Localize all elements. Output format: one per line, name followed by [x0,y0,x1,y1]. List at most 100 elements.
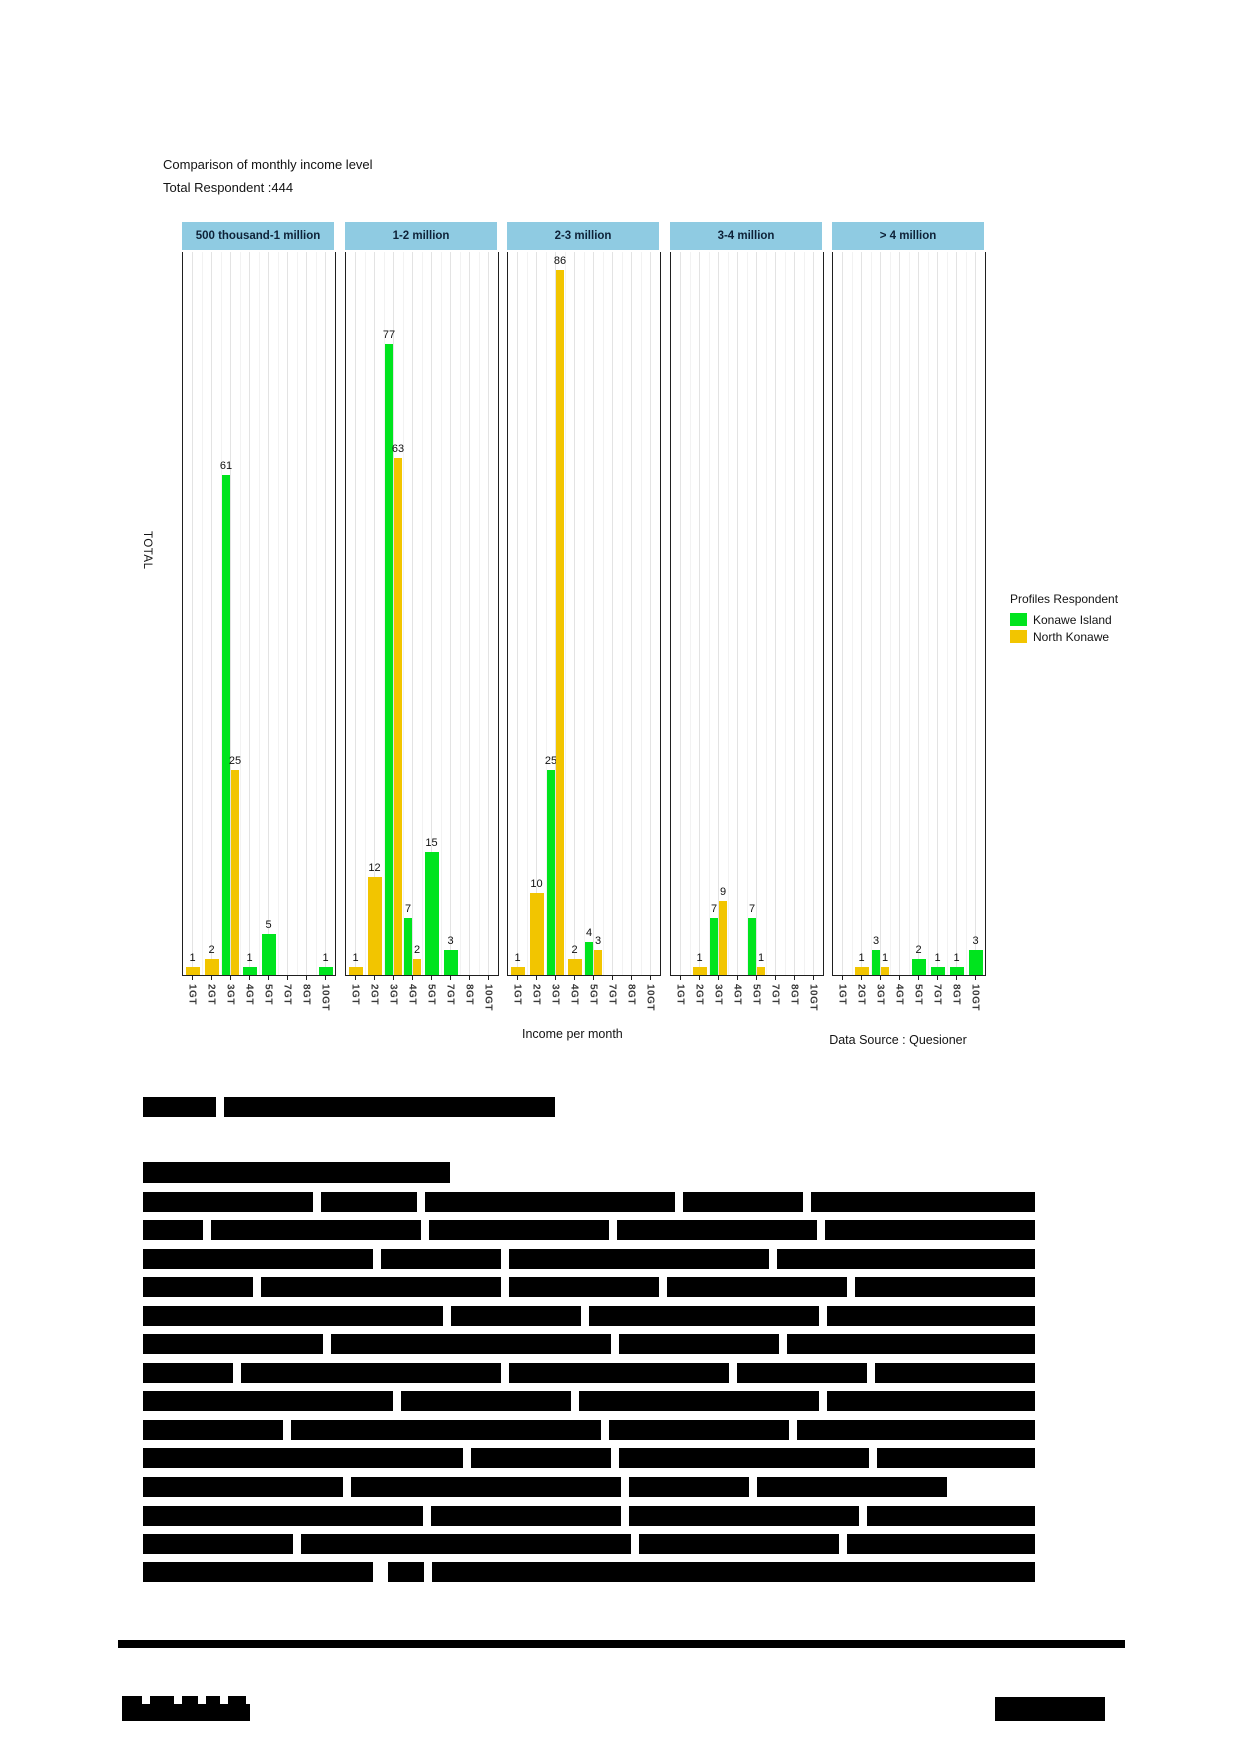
x-tick-label: 10GT [969,984,981,1012]
data-bar [710,918,718,975]
gridline-major [431,252,432,975]
x-tick-label: 4GT [406,984,418,1005]
data-bar [585,942,593,975]
x-tick-label: 2GT [205,984,217,1005]
data-bar [594,950,602,975]
gridline-major [536,252,537,975]
bar-value-label: 86 [553,255,567,267]
gridline-major [880,252,881,975]
data-bar [413,959,421,975]
data-bar [348,967,363,975]
data-bar [529,893,544,975]
gridline-major [775,252,776,975]
data-bar [394,458,402,975]
x-tick-label: 8GT [300,984,312,1005]
gridline-minor [479,252,480,975]
redacted-text-line [143,1249,373,1269]
bar-value-label: 25 [544,755,558,767]
redacted-text-line [401,1391,571,1411]
axis-tick [899,975,900,980]
x-tick-label: 7GT [606,984,618,1005]
redacted-text-line [432,1562,1035,1582]
redacted-text-line [431,1506,621,1526]
gridline-major [488,252,489,975]
gridline-major [842,252,843,975]
facet-panel: 1 12 77 63 7 2 15 3 [345,252,499,980]
data-bar [881,967,889,975]
bar-value-label: 25 [228,755,242,767]
redacted-text-line [451,1306,581,1326]
gridline-minor [221,252,222,975]
data-bar [204,959,219,975]
axis-tick [536,975,537,980]
x-tick-label: 10GT [644,984,656,1012]
data-bar [185,967,200,975]
data-bar [367,877,382,975]
x-tick-label: 2GT [530,984,542,1005]
data-bar [222,475,230,975]
chart-subtitle: Total Respondent :444 [163,180,294,195]
redacted-text-line [509,1277,659,1297]
legend-items: Konawe Island North Konawe [1010,611,1170,645]
redacted-text-line [143,1562,373,1582]
axis-tick [842,975,843,980]
gridline-major [718,252,719,975]
bar-value-label: 7 [404,903,412,915]
bar-value-label: 4 [585,927,593,939]
redacted-footer-left [206,1696,220,1705]
x-tick-label: 1GT [186,984,198,1005]
gridline-minor [852,252,853,975]
axis-tick [517,975,518,980]
x-tick-label: 1GT [511,984,523,1005]
bar-value-label: 1 [934,952,941,964]
bar-value-label: 3 [594,935,602,947]
x-tick-label: 5GT [750,984,762,1005]
x-tick-label: 2GT [855,984,867,1005]
gridline-major [861,252,862,975]
legend-item: Konawe Island [1010,611,1170,628]
bar-value-label: 2 [208,944,215,956]
data-bar [424,852,439,975]
data-source-note: Data Source : Quesioner [829,1033,967,1047]
redacted-text-line [388,1562,424,1582]
legend-item-label: North Konawe [1033,629,1110,644]
gridline-major [737,252,738,975]
gridline-minor [565,252,566,975]
axis-tick [794,975,795,980]
x-tick-label: 4GT [243,984,255,1005]
bar-value-label: 1 [881,952,889,964]
chart-title: Comparison of monthly income level [163,157,373,172]
redacted-footer-left [228,1696,246,1705]
bar-value-label: 1 [953,952,960,964]
redacted-text-line [579,1391,819,1411]
gridline-major [574,252,575,975]
axis-tick [488,975,489,980]
redacted-text-line [143,1334,323,1354]
bar-value-label: 3 [872,935,880,947]
facet-header: 3-4 million [670,222,822,250]
gridline-minor [278,252,279,975]
gridline-major [699,252,700,975]
x-tick-label: 7GT [281,984,293,1005]
x-tick-label: 4GT [893,984,905,1005]
gridline-major [918,252,919,975]
x-tick-label: 10GT [807,984,819,1012]
axis-tick [574,975,575,980]
axis-tick [813,975,814,980]
redacted-text-line [797,1420,1035,1440]
gridline-minor [766,252,767,975]
gridline-major [975,252,976,975]
x-tick-label: 1GT [674,984,686,1005]
data-bar [567,959,582,975]
data-bar [949,967,964,975]
redacted-text-line [301,1534,631,1554]
x-tick-label: 8GT [788,984,800,1005]
axis-tick [211,975,212,980]
axis-tick [249,975,250,980]
x-tick-label: 8GT [463,984,475,1005]
redacted-caption [224,1097,555,1117]
facet-panel: 1 10 25 86 2 4 3 [507,252,661,980]
redacted-text-line [261,1277,501,1297]
gridline-major [450,252,451,975]
